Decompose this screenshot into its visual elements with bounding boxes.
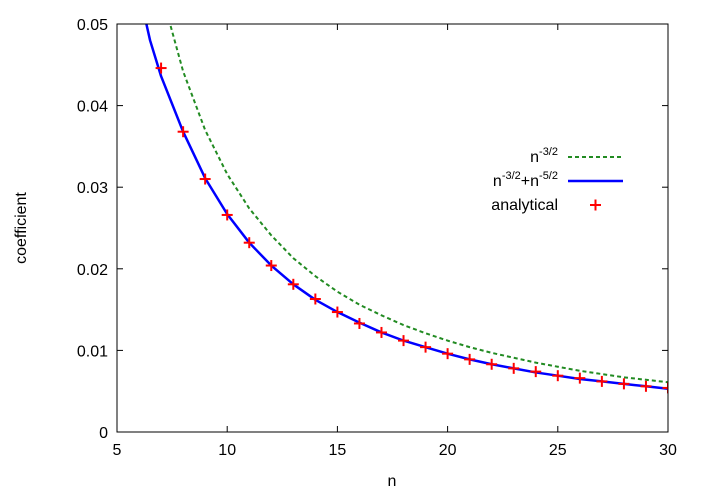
x-tick-label: 15 [329,442,347,459]
series-line-power-law [169,24,668,384]
plot-frame [116,23,669,433]
analytical-point [442,348,454,360]
analytical-point [640,380,652,392]
y-tick-label: 0.03 [77,180,108,197]
legend-label-power-law-sup: -3/2 [539,146,558,158]
legend-label-power-law: n-3/2 [530,146,558,166]
legend: n-3/2 n-3/2+n-5/2 analytical [491,146,623,214]
analytical-point [331,306,343,318]
x-axis-label: n [388,473,397,490]
series-layer [145,24,668,394]
analytical-point [530,366,542,378]
x-tick-label: 30 [659,442,677,459]
analytical-point [464,353,476,365]
analytical-point [221,209,233,221]
analytical-point [662,382,668,394]
analytical-point [574,372,586,384]
analytical-point [398,335,410,347]
ticks-layer: 5 10 15 20 25 30 0 0.01 0.02 0.03 0.04 0.05 [77,17,677,459]
legend-label-two-term-base: n [493,173,502,190]
analytical-point [375,326,387,338]
y-tick-label: 0.05 [77,17,108,34]
y-tick-label: 0.04 [77,99,108,116]
analytical-point [243,237,255,249]
analytical-point [420,341,432,353]
analytical-point [287,278,299,290]
analytical-point [199,173,211,185]
x-tick-label: 10 [218,442,236,459]
analytical-point [265,260,277,272]
analytical-point [309,293,321,305]
x-tick-label: 20 [439,442,457,459]
analytical-point [618,378,630,390]
legend-label-two-term-plus: +n [521,173,539,190]
y-tick-label: 0.01 [77,343,108,360]
legend-label-two-term-sup2: -5/2 [539,170,558,182]
legend-label-power-law-base: n [530,149,539,166]
y-tick-label: 0 [99,425,108,442]
legend-label-two-term-sup: -3/2 [502,170,521,182]
y-axis-label: coefficient [13,192,30,264]
analytical-point [155,62,167,74]
x-tick-label: 5 [113,442,122,459]
analytical-point [353,317,365,329]
analytical-point [596,375,608,387]
y-tick-label: 0.02 [77,262,108,279]
analytical-point [177,126,189,138]
series-line-two-term [145,24,668,390]
analytical-point [486,358,498,370]
legend-label-two-term: n-3/2+n-5/2 [493,170,558,190]
analytical-point [552,370,564,382]
legend-marker-analytical [590,199,601,211]
legend-label-analytical: analytical [491,197,558,214]
x-tick-label: 25 [549,442,567,459]
analytical-point [508,362,520,374]
